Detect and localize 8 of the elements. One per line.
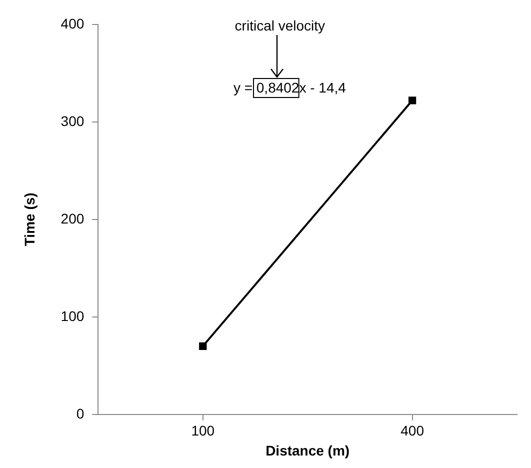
y-tick-label: 400 [60, 15, 84, 32]
y-tick-label: 0 [76, 405, 84, 422]
y-tick-label: 200 [60, 210, 84, 226]
x-axis-title: Distance (m) [266, 442, 350, 458]
y-tick-label: 100 [60, 308, 84, 324]
y-axis-title: Time (s) [21, 192, 38, 246]
annotation: critical velocity [234, 17, 326, 34]
y-tick-label: 300 [60, 112, 84, 129]
